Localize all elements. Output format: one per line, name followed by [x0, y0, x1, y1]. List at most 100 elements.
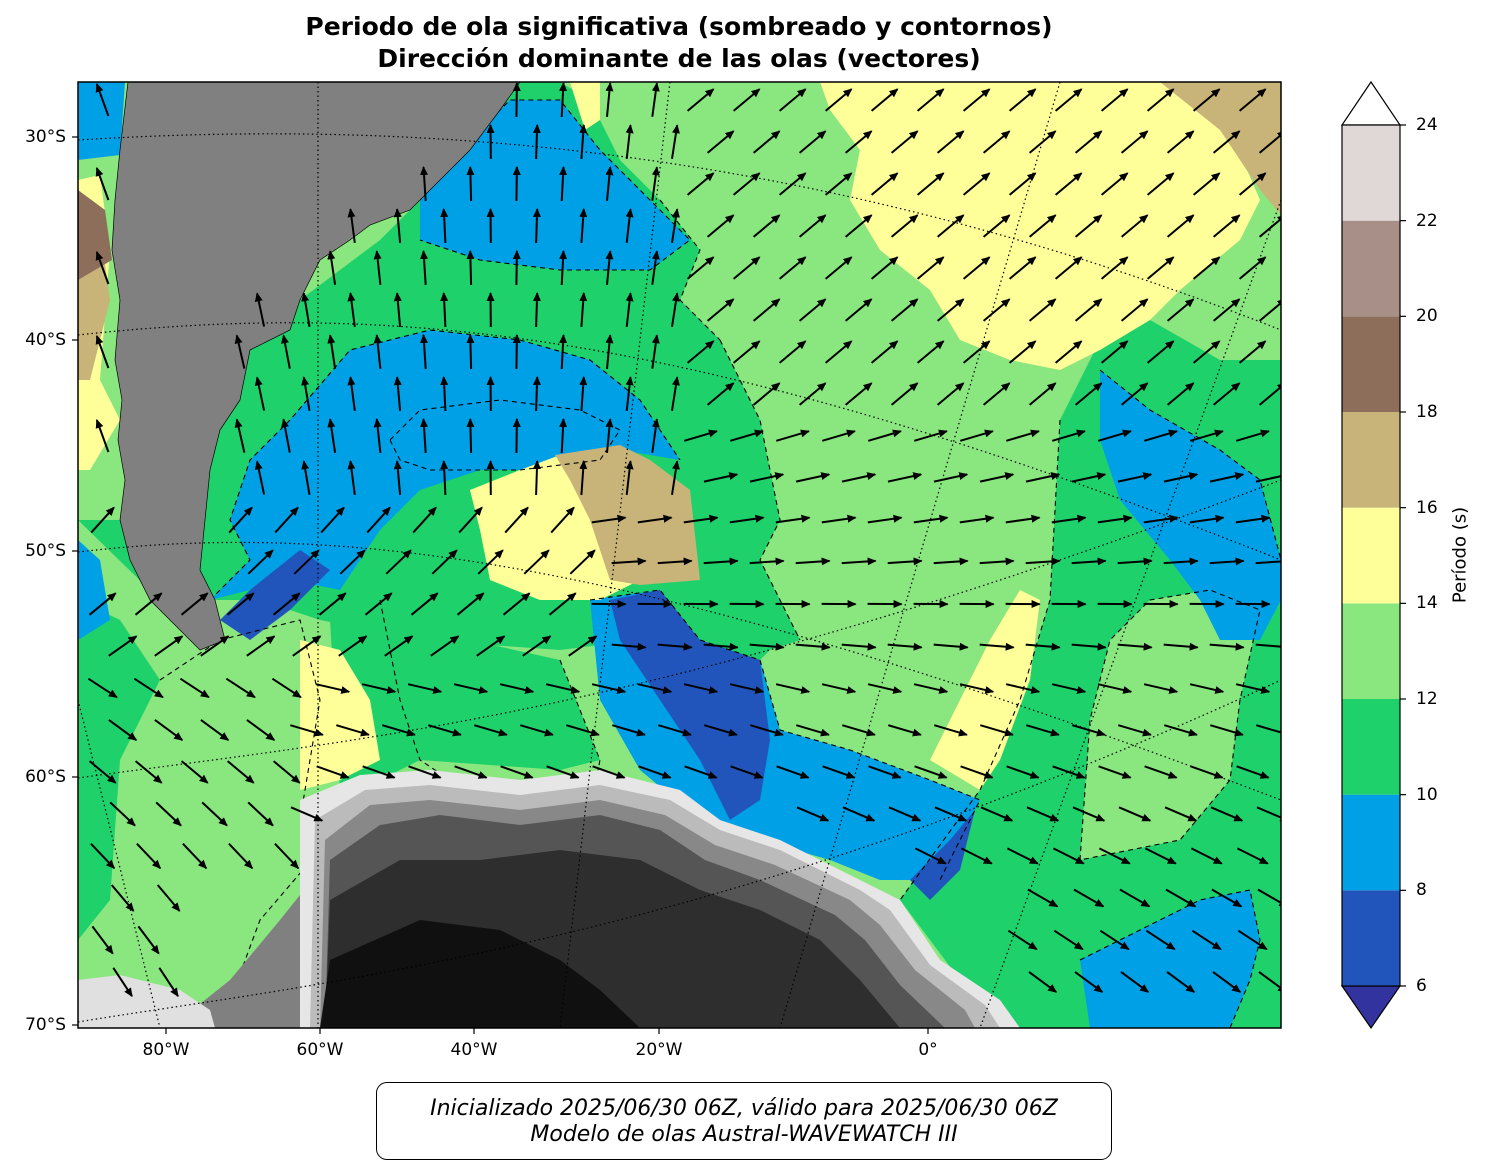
wave-vector: [226, 592, 255, 616]
wave-vector: [841, 642, 877, 651]
wave-vector: [1120, 298, 1149, 322]
wave-vector: [1028, 130, 1057, 154]
wave-vector: [566, 724, 600, 737]
wave-vector: [960, 765, 994, 779]
wave-vector: [347, 376, 356, 412]
wave-vector: [579, 460, 588, 496]
wave-vector: [1005, 514, 1041, 524]
wave-vector: [1236, 847, 1269, 865]
wave-vector: [841, 557, 877, 566]
wave-vector: [110, 884, 135, 912]
wave-vector: [532, 460, 541, 496]
wave-vector: [579, 376, 588, 412]
wave-vector: [703, 557, 739, 566]
wave-vector: [301, 292, 311, 327]
wave-vector: [592, 765, 626, 779]
wave-vector: [916, 172, 945, 196]
antarctica-level-6: [320, 920, 640, 1028]
wave-vector: [729, 514, 765, 524]
wave-vector: [605, 418, 614, 453]
wave-vector: [1238, 340, 1267, 364]
wave-vector: [913, 514, 949, 524]
wave-vector: [1072, 724, 1106, 737]
wave-vector: [201, 801, 228, 827]
model-name-text: Modelo de olas Austral-WAVEWATCH III: [530, 1122, 958, 1147]
wave-vector: [316, 765, 350, 779]
wave-vector: [134, 760, 163, 784]
wave-vector: [752, 298, 781, 322]
wave-vector: [979, 557, 1015, 566]
wave-vector: [870, 256, 899, 280]
axis-ticks: [72, 136, 929, 1034]
wave-vector: [778, 340, 807, 364]
wave-vector: [776, 765, 810, 779]
wave-vector: [154, 719, 184, 741]
wave-vector: [979, 642, 1015, 651]
wave-vector: [95, 167, 110, 201]
wave-vector: [336, 724, 370, 737]
wave-vector: [1210, 724, 1244, 737]
wave-vector: [1163, 642, 1199, 651]
wave-vector: [959, 683, 995, 694]
wave-vector: [1074, 130, 1103, 154]
wave-vector: [412, 506, 437, 534]
wave-vector: [1164, 806, 1198, 822]
colorbar-tick-label-8: 8: [1416, 880, 1427, 901]
wave-vector: [979, 472, 1015, 483]
wave-vector: [651, 250, 660, 285]
run-init-text: Inicializado 2025/06/30 06Z, válido para…: [430, 1096, 1058, 1121]
wave-vector: [795, 557, 831, 566]
wave-vector: [1209, 642, 1245, 651]
lon-label-60w: 60°W: [296, 1040, 344, 1060]
wave-vector: [200, 635, 230, 657]
wave-vector: [934, 724, 968, 737]
colorbar-tick-label-20: 20: [1416, 306, 1438, 327]
wave-vector: [1238, 256, 1267, 280]
wave-vector: [95, 251, 110, 285]
wave-vector: [1028, 214, 1057, 238]
wave-vector: [822, 429, 856, 442]
wave-vector: [824, 88, 853, 112]
colorbar-tick-label-24: 24: [1416, 115, 1438, 135]
lon-label-80w: 80°W: [142, 1040, 190, 1060]
wave-vector: [382, 724, 416, 737]
wave-vector: [775, 514, 811, 524]
wave-vector: [466, 166, 475, 202]
wave-vector: [605, 166, 614, 201]
colorbar-bin-22-24: [1342, 125, 1400, 221]
wave-vector: [611, 642, 647, 651]
wave-vector: [1143, 683, 1179, 694]
wave-vector: [290, 806, 324, 822]
wave-vector: [844, 214, 873, 238]
wave-vector: [1051, 683, 1087, 694]
wave-vector: [1235, 683, 1271, 694]
wave-vector: [1166, 971, 1196, 993]
wave-vector: [90, 506, 115, 534]
lon-label-0: 0°: [918, 1040, 938, 1060]
wave-vector: [154, 635, 184, 657]
wave-vector: [466, 250, 475, 286]
wave-vector: [657, 557, 693, 566]
wave-vector: [916, 256, 945, 280]
wave-vector: [512, 418, 521, 454]
period-zone-18-20-west: [78, 190, 112, 280]
wave-vector: [591, 683, 627, 694]
period-zone-10-12-midwest: [330, 610, 600, 790]
wave-vector: [87, 677, 118, 699]
wave-vector: [373, 334, 382, 370]
wave-vector: [1211, 888, 1243, 908]
wave-vector: [1212, 382, 1241, 406]
wave-vector: [750, 724, 784, 737]
wave-vector: [841, 472, 877, 483]
wave-vector: [824, 172, 853, 196]
wave-vector: [625, 460, 634, 496]
wave-vector: [706, 298, 735, 322]
wave-vector: [281, 418, 291, 453]
wave-vector: [1100, 256, 1129, 280]
wave-vector: [798, 298, 827, 322]
wave-vector: [1238, 172, 1267, 196]
wave-vector: [914, 429, 948, 442]
wave-vector: [156, 884, 181, 912]
wave-vector: [962, 256, 991, 280]
wave-vector: [180, 760, 209, 784]
